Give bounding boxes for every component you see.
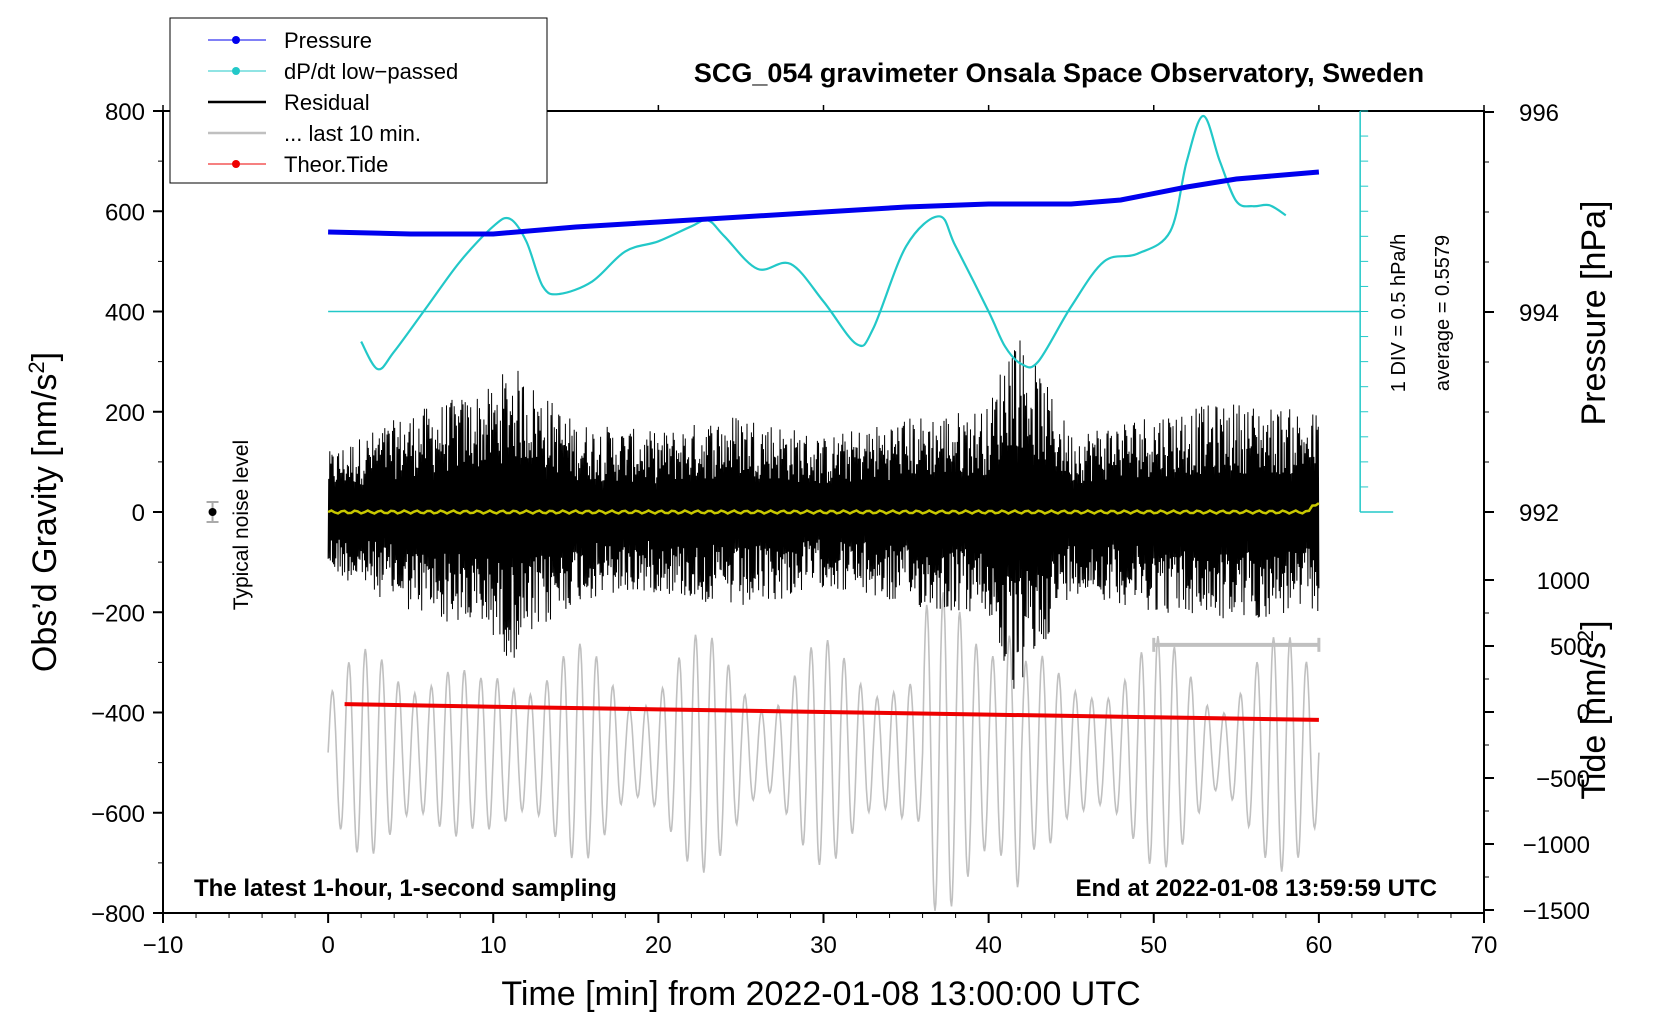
legend-label: dP/dt low−passed xyxy=(284,59,458,84)
x-tick-label: 20 xyxy=(645,932,672,959)
legend-marker xyxy=(232,67,240,75)
y-tick-label: −800 xyxy=(91,901,145,928)
y-tick-label: 0 xyxy=(132,500,145,527)
x-tick-label: 70 xyxy=(1471,932,1498,959)
x-tick-label: 60 xyxy=(1306,932,1333,959)
tide-tick-label: −500 xyxy=(1536,766,1590,793)
y-tick-label: −600 xyxy=(91,801,145,828)
footer-right: End at 2022-01-08 13:59:59 UTC xyxy=(1076,875,1438,902)
x-tick-label: 30 xyxy=(810,932,837,959)
dpdt-average-annotation: average = 0.5579 xyxy=(1432,235,1454,391)
y-tick-label: 600 xyxy=(105,199,145,226)
x-tick-label: 10 xyxy=(480,932,507,959)
pressure-tick-label: 994 xyxy=(1519,300,1559,327)
legend-label: Residual xyxy=(284,90,370,115)
residual-mean-line xyxy=(327,502,1320,515)
pressure-layer xyxy=(328,110,1394,513)
pressure-tick-label: 996 xyxy=(1519,100,1559,127)
tide-line xyxy=(344,702,1319,722)
legend: Pressure dP/dt low−passed Residual ... last… xyxy=(169,17,548,184)
tide-tick-label: 1000 xyxy=(1537,568,1590,595)
dpdt-div-annotation: 1 DIV = 0.5 hPa/h xyxy=(1388,234,1410,392)
gravity-layer xyxy=(206,340,1321,722)
tide-axis-label: Tide [nm/s2] xyxy=(1573,620,1614,799)
x-tick-label: 50 xyxy=(1140,932,1167,959)
tide-axis-label-close: ] xyxy=(1575,620,1613,629)
noise-dot xyxy=(208,508,217,516)
legend-label: ... last 10 min. xyxy=(284,121,421,146)
y-tick-label: 800 xyxy=(105,99,145,126)
x-tick-label: 0 xyxy=(321,932,334,959)
legend-label: Pressure xyxy=(284,28,372,53)
pressure-tick-label: 992 xyxy=(1519,500,1559,527)
tide-tick-label: 500 xyxy=(1550,634,1590,661)
tide-axis-label-text: Tide [nm/s xyxy=(1575,642,1613,799)
y-tick-label: 400 xyxy=(105,300,145,327)
y-axis-label-close: ] xyxy=(26,352,64,361)
legend-box xyxy=(169,17,548,184)
gray-oscillation-line xyxy=(327,592,1320,911)
footer-left: The latest 1-hour, 1-second sampling xyxy=(194,875,617,902)
tide-tick-label: −1500 xyxy=(1523,898,1590,925)
chart-title: SCG_054 gravimeter Onsala Space Observat… xyxy=(694,58,1424,88)
tide-axis-label-sup: 2 xyxy=(1573,630,1598,642)
noise-level-label: Typical noise level xyxy=(230,440,253,610)
x-tick-label: −10 xyxy=(143,932,184,959)
legend-label: Theor.Tide xyxy=(284,152,388,177)
y-tick-label: 200 xyxy=(105,400,145,427)
x-axis-label: Time [min] from 2022-01-08 13:00:00 UTC xyxy=(501,975,1140,1013)
residual-line xyxy=(327,340,1320,689)
pressure-line xyxy=(328,169,1320,237)
legend-items: Pressure dP/dt low−passed Residual ... last… xyxy=(208,28,458,177)
y-axis-label-sup: 2 xyxy=(24,361,49,373)
legend-marker xyxy=(232,36,240,44)
tide-tick-label: −1000 xyxy=(1523,832,1590,859)
y-tick-label: −200 xyxy=(91,600,145,627)
y-axis-label: Obs’d Gravity [nm/s2] xyxy=(24,352,65,672)
y-axis-label-text: Obs’d Gravity [nm/s xyxy=(26,374,64,673)
y-tick-label: −400 xyxy=(91,701,145,728)
axes-layer: −10 0 10 20 30 40 50 60 70 800 600 400 200 0 −200 −400 −… xyxy=(91,99,1590,959)
legend-marker xyxy=(232,160,240,168)
tide-tick-label: 0 xyxy=(1577,700,1590,727)
pressure-axis-label: Pressure [hPa] xyxy=(1575,201,1613,426)
x-tick-label: 40 xyxy=(975,932,1002,959)
background-layer xyxy=(327,592,1320,911)
